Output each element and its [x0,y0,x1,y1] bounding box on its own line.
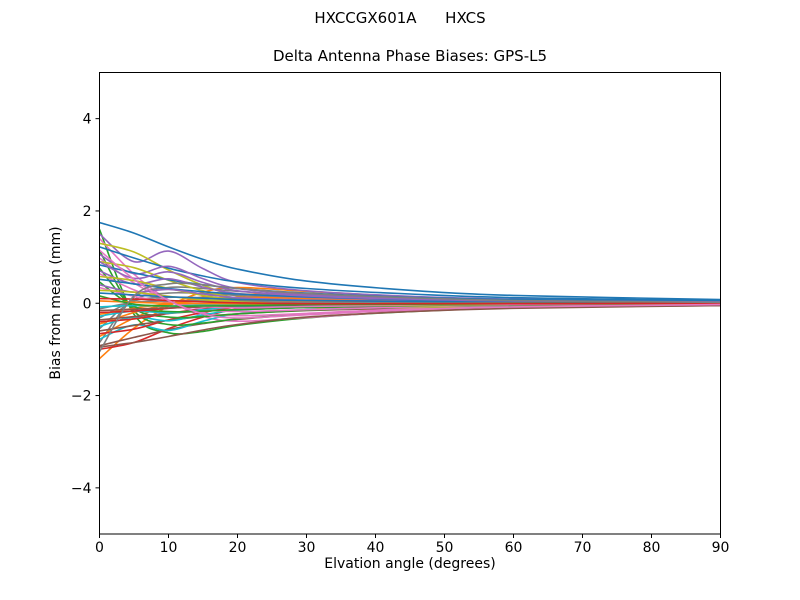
x-axis-label: Elvation angle (degrees) [324,556,496,572]
y-tick-label: −2 [71,389,92,405]
series-line-line-47 [99,249,721,319]
series-line-line-01 [99,221,721,301]
series-line-line-46 [99,304,721,348]
y-tick-label: −4 [71,481,92,497]
x-tick-label: 50 [436,540,454,556]
y-tick-label: 2 [83,204,92,220]
x-tick-label: 30 [298,540,316,556]
x-tick-label: 10 [160,540,178,556]
x-tick-label: 90 [712,540,730,556]
x-tick-label: 70 [574,540,592,556]
chart-title: Delta Antenna Phase Biases: GPS-L5 [272,47,548,65]
series-line-line-41 [99,292,721,304]
y-tick-label: 4 [83,112,92,128]
x-tick-label: 20 [229,540,247,556]
figure-suptitle: HXCCGX601A HXCS [314,9,486,27]
x-tick-label: 80 [643,540,661,556]
x-tick-label: 60 [505,540,523,556]
x-tick-label: 40 [367,540,385,556]
series-line-line-48 [99,282,721,353]
y-tick-label: 0 [83,296,92,312]
x-tick-label: 0 [95,540,104,556]
series-group [99,221,721,360]
series-line-line-11 [99,246,721,302]
series-line-line-44 [99,297,721,305]
